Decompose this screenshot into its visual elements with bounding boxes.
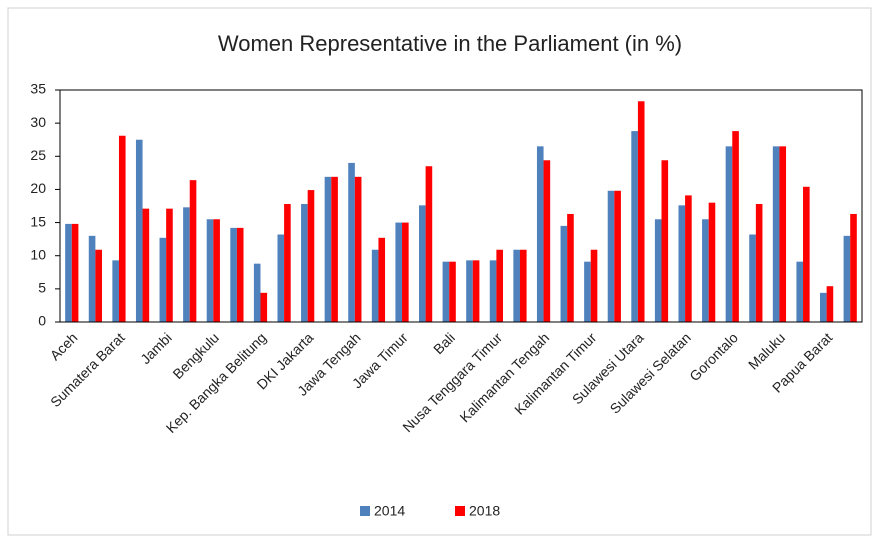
bar [584,261,591,322]
bar [260,292,268,322]
bar [725,146,733,322]
y-tick-label: 35 [30,81,46,97]
bar [65,223,72,322]
y-tick-label: 25 [30,147,46,163]
chart-title: Women Representative in the Parliament (… [218,31,682,56]
y-tick-label: 0 [38,313,46,329]
bar [112,260,119,322]
bar [402,222,409,322]
bar [631,131,638,322]
bar [749,234,756,322]
bar [331,176,338,322]
bar [519,249,527,322]
y-tick-label: 20 [30,180,46,196]
bar [779,146,787,322]
bar [607,190,615,322]
bar [159,237,167,322]
bar [253,263,261,322]
bar [206,219,214,322]
bar [755,204,763,322]
bar [301,204,308,322]
bar [614,190,621,322]
y-tick-label: 10 [30,246,46,262]
bar [708,202,716,322]
bar [354,176,362,322]
plot-border [59,89,863,323]
bar [307,190,315,322]
bar [567,213,574,322]
bar [348,162,355,322]
bar [732,131,739,322]
bar [820,292,827,322]
bar [590,249,598,322]
bar [449,261,456,322]
bar [118,135,126,322]
bar [371,249,379,322]
bar [395,222,403,322]
bar [213,219,220,322]
bar [826,286,834,322]
bar [536,146,544,322]
bar [425,166,433,322]
bar [843,235,851,322]
y-tick-label: 15 [30,213,46,229]
legend-swatch [360,506,370,516]
legend-label: 2014 [374,503,405,519]
bar [71,223,79,322]
bar [489,260,497,322]
bar [466,260,473,322]
y-tick-label: 30 [30,114,46,130]
bar [661,160,669,322]
bar [637,101,645,322]
bar [702,219,709,322]
bar [772,146,780,322]
bar [513,249,520,322]
bar [472,260,480,322]
legend-swatch [455,506,465,516]
bar [654,219,662,322]
bar [378,237,386,322]
y-tick-label: 5 [38,280,46,296]
bar [166,208,173,322]
bar [496,249,503,322]
bar [678,205,686,322]
legend-label: 2018 [469,503,500,519]
bar [230,227,237,322]
bar [560,225,568,322]
bar [419,205,426,322]
bar [284,204,291,322]
bar [183,207,190,322]
bar [796,261,804,322]
bar [442,261,450,322]
bar [685,195,692,322]
bar [803,186,810,322]
bar [850,213,857,322]
bar [543,160,551,322]
bar [277,234,285,322]
bar [135,139,143,322]
bar [142,208,150,322]
bar [189,180,197,322]
bar [88,235,96,322]
bar [236,227,244,322]
bar [95,249,102,322]
bar [324,176,332,322]
